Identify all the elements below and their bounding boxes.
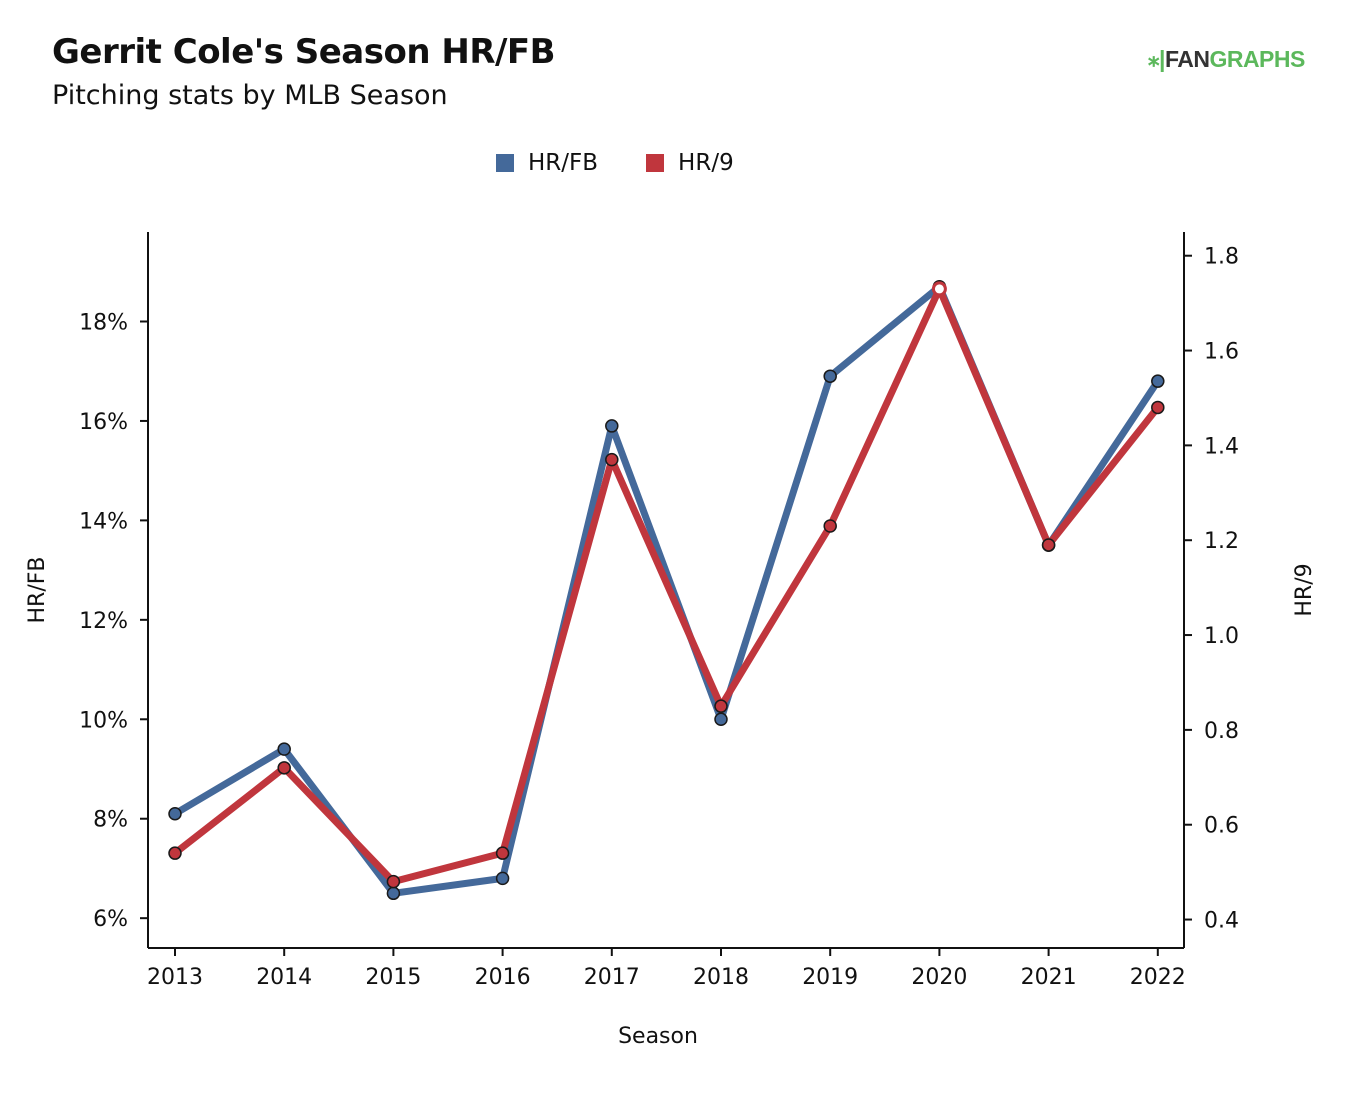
data-point-hrfb[interactable] [714, 712, 728, 727]
x-tick-label: 2018 [693, 965, 749, 990]
fangraphs-logo: ⁎|FANGRAPHS [1148, 46, 1305, 73]
x-tick-label: 2021 [1021, 965, 1077, 990]
data-point-hrfb[interactable] [495, 871, 510, 886]
right-tick-label: 0.4 [1204, 909, 1239, 934]
x-tick-label: 2015 [365, 965, 421, 990]
left-tick-label: 16% [79, 410, 128, 435]
chart-title: Gerrit Cole's Season HR/FB [52, 32, 556, 72]
left-tick-label: 12% [79, 609, 128, 634]
data-point-hrfb[interactable] [168, 807, 182, 821]
logo-mark-icon: ⁎| [1148, 46, 1165, 72]
x-tick-label: 2013 [147, 965, 203, 990]
logo-text-fan: FAN [1164, 46, 1210, 72]
right-tick-label: 0.8 [1204, 719, 1239, 744]
data-point-hrfb[interactable] [277, 742, 291, 756]
x-tick-label: 2014 [256, 965, 312, 990]
legend-item-hrfb[interactable]: HR/FB [496, 150, 598, 176]
right-tick-label: 1.6 [1204, 340, 1239, 365]
chart-legend: HR/FB HR/9 [496, 150, 734, 176]
data-point-hr9[interactable] [495, 846, 510, 860]
data-point-hr9[interactable] [168, 846, 182, 860]
data-point-hrfb[interactable] [1151, 374, 1165, 388]
x-tick-label: 2022 [1130, 965, 1186, 990]
x-tick-label: 2017 [584, 965, 640, 990]
right-tick-label: 1.4 [1204, 434, 1239, 459]
data-point-hr9[interactable] [386, 874, 401, 889]
right-axis-title: HR/9 [1292, 563, 1317, 616]
left-tick-label: 10% [79, 708, 128, 733]
series-line-hr9 [171, 285, 1162, 886]
data-point-hr9[interactable] [1151, 400, 1165, 415]
data-point-hr9[interactable] [714, 699, 728, 713]
logo-text-graphs: GRAPHS [1209, 46, 1305, 72]
legend-label-hr9: HR/9 [678, 150, 734, 176]
left-tick-label: 14% [79, 509, 128, 534]
left-tick-label: 6% [93, 907, 128, 932]
data-point-hr9[interactable] [277, 761, 291, 775]
data-point-hr9[interactable] [1041, 538, 1056, 552]
chart-subtitle: Pitching stats by MLB Season [52, 80, 448, 111]
left-tick-label: 18% [79, 311, 128, 336]
x-tick-label: 2019 [802, 965, 858, 990]
data-point-hrfb[interactable] [823, 369, 837, 383]
data-point-hr9[interactable] [823, 519, 837, 533]
legend-swatch-hrfb [496, 154, 514, 172]
x-tick-label: 2016 [475, 965, 531, 990]
data-point-hrfb[interactable] [386, 886, 401, 901]
x-tick-label: 2020 [911, 965, 967, 990]
right-tick-label: 1.8 [1204, 245, 1239, 270]
legend-swatch-hr9 [646, 154, 665, 172]
right-tick-label: 1.0 [1204, 624, 1239, 649]
left-tick-label: 8% [93, 808, 128, 833]
data-point-hr9[interactable] [605, 452, 619, 467]
left-axis-title: HR/FB [25, 557, 50, 624]
right-tick-label: 0.6 [1204, 814, 1239, 839]
data-point-hrfb[interactable] [605, 419, 619, 433]
x-axis-title: Season [618, 1024, 698, 1049]
data-point-hr9[interactable] [931, 281, 947, 297]
legend-label-hrfb: HR/FB [528, 150, 599, 176]
right-tick-label: 1.2 [1204, 529, 1239, 554]
legend-item-hr9[interactable]: HR/9 [646, 150, 734, 176]
